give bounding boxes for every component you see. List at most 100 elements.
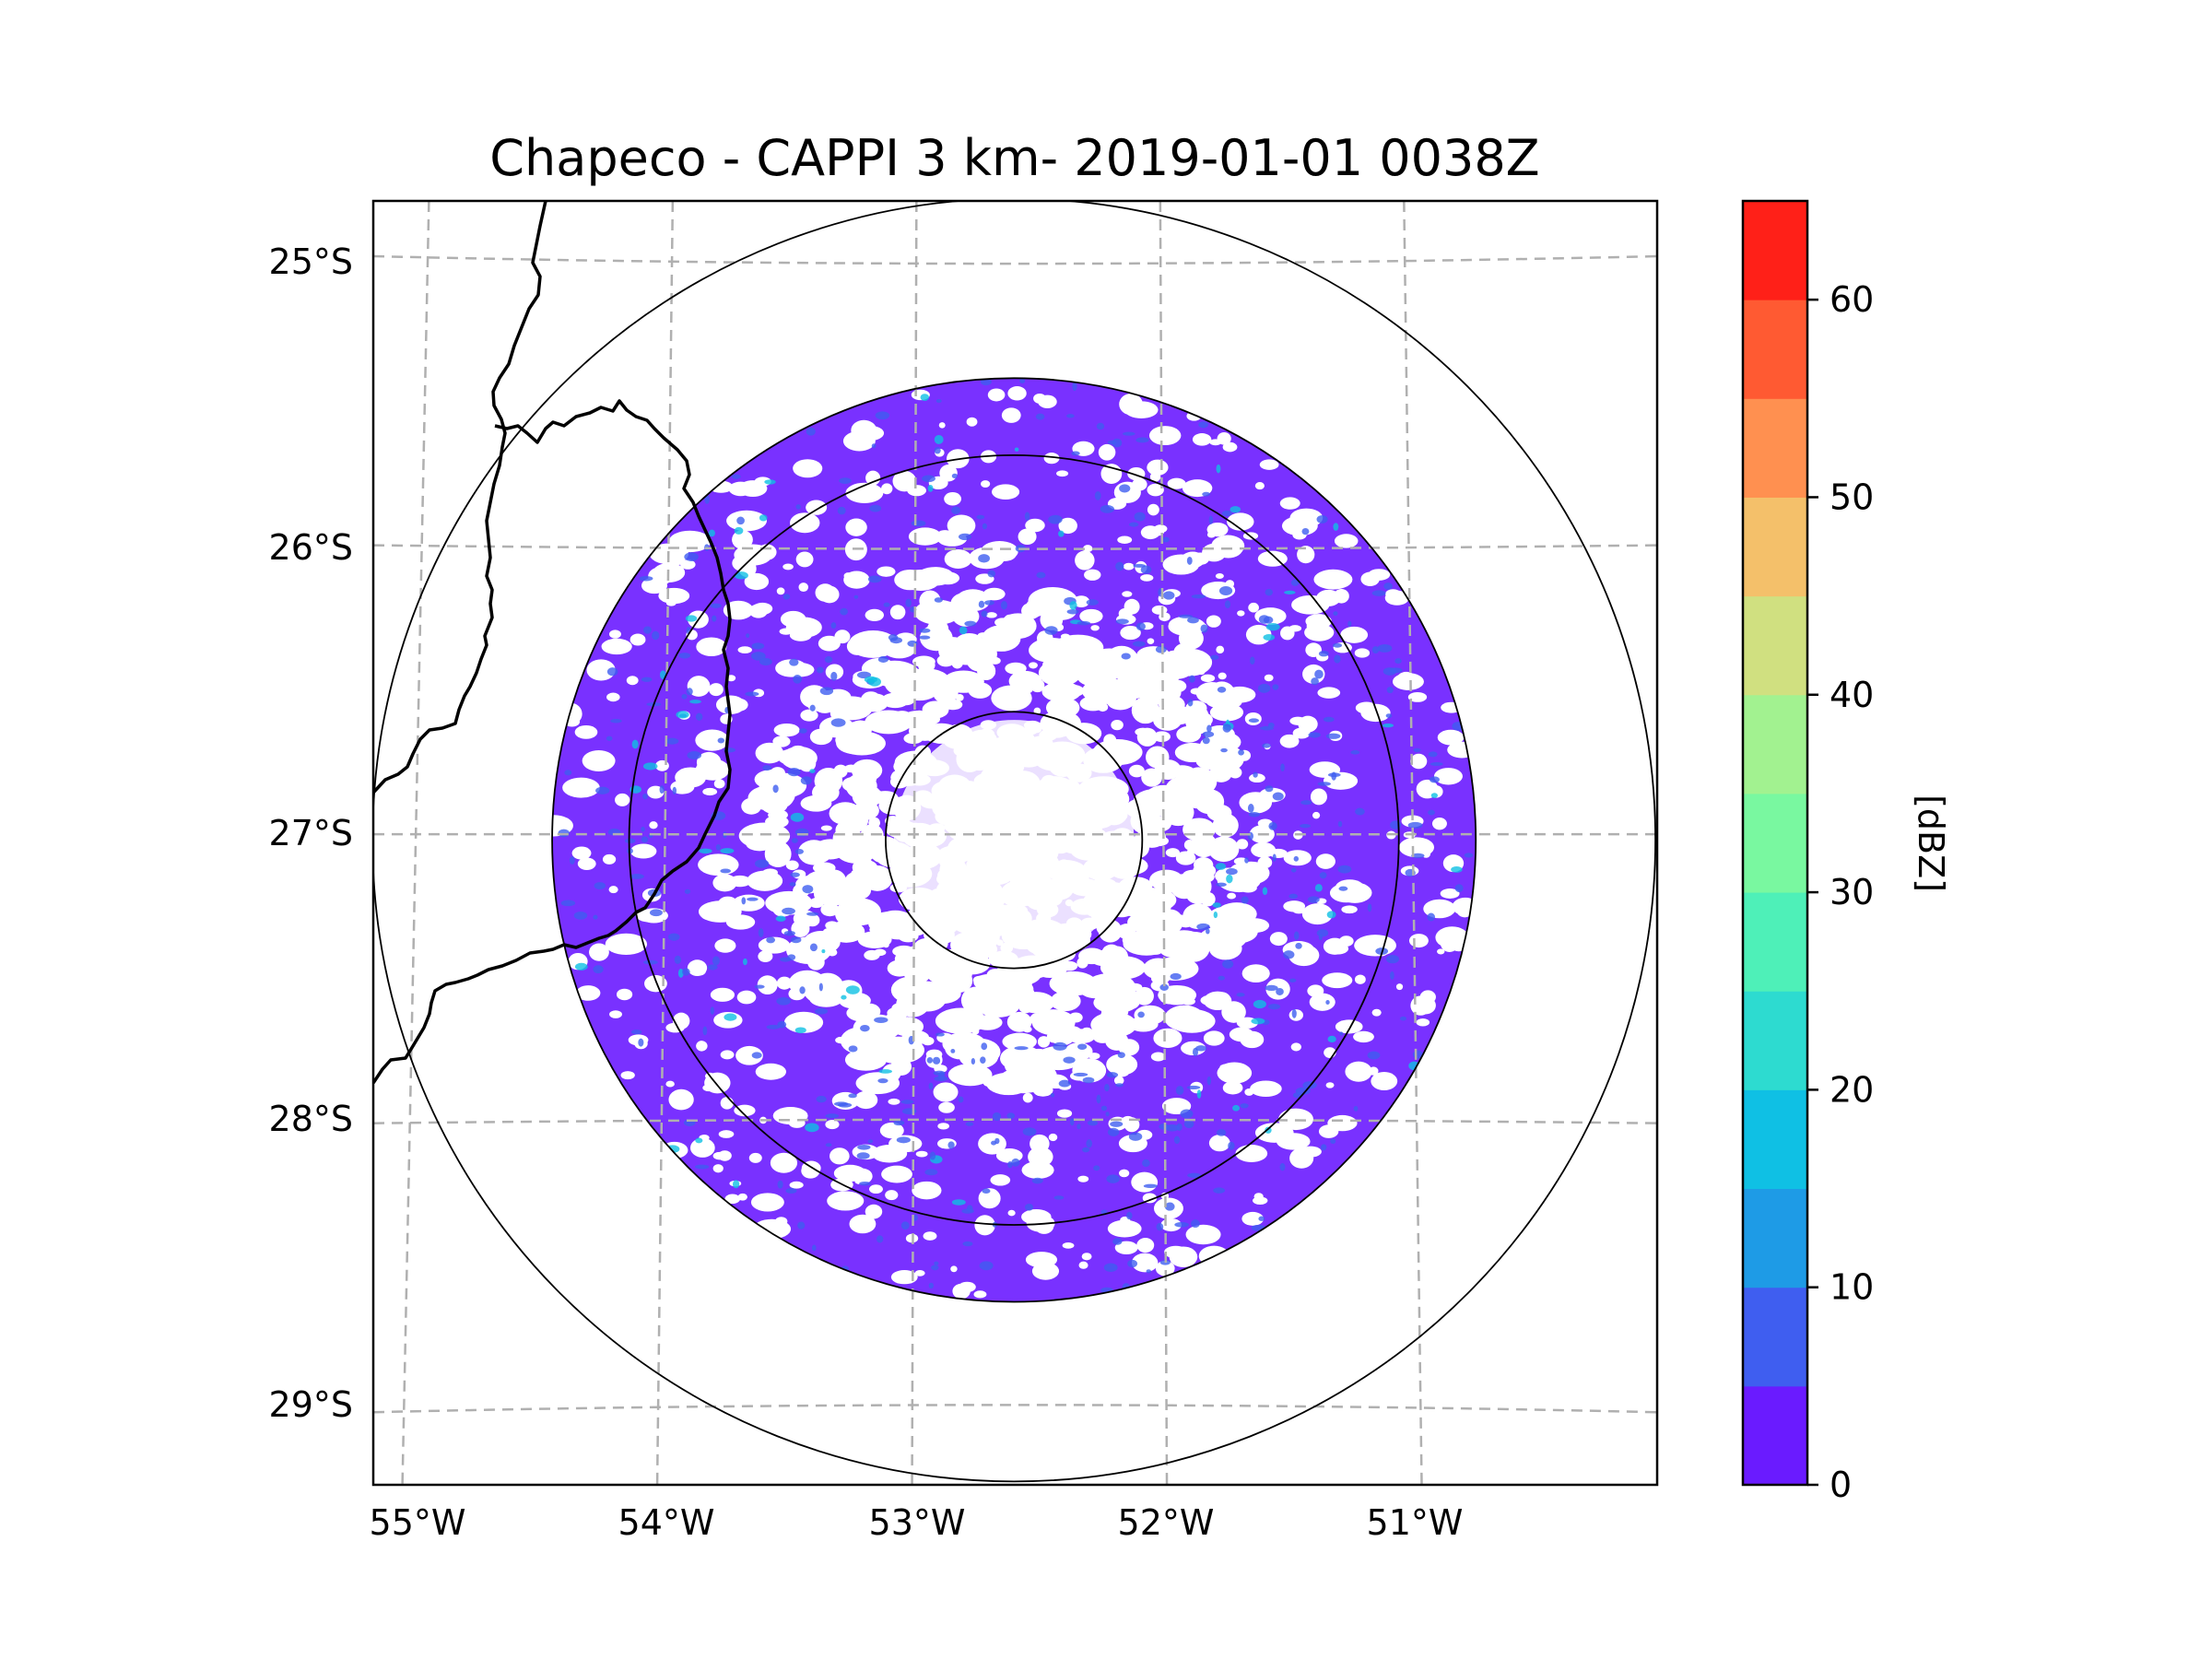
no-echo-gap	[1005, 662, 1027, 675]
no-echo-gap	[999, 613, 1037, 640]
echo-speckle	[746, 633, 750, 639]
no-echo-gap	[1080, 653, 1096, 665]
no-echo-gap	[1206, 615, 1221, 628]
no-echo-gap	[675, 767, 707, 788]
no-echo-gap	[820, 825, 832, 831]
no-echo-gap	[1241, 798, 1253, 806]
echo-speckle	[965, 1122, 974, 1126]
echo-speckle	[1314, 884, 1323, 892]
no-echo-gap	[577, 857, 596, 870]
meridian-gridline	[911, 201, 918, 1485]
echo-speckle	[1262, 743, 1271, 748]
no-echo-gap	[806, 500, 828, 515]
no-echo-gap	[735, 1045, 763, 1065]
echo-speckle	[1337, 865, 1352, 874]
no-echo-gap	[575, 985, 601, 1001]
echo-speckle	[1248, 718, 1260, 724]
no-echo-gap	[757, 544, 777, 560]
echo-speckle	[715, 843, 721, 851]
echo-speckle	[1258, 1216, 1265, 1221]
no-echo-gap	[737, 1193, 747, 1201]
echo-speckle	[1206, 928, 1210, 935]
echo-speckle	[919, 628, 931, 633]
no-echo-gap	[1407, 691, 1428, 702]
echo-speckle	[1371, 646, 1380, 653]
echo-speckle	[1036, 571, 1046, 579]
no-echo-gap	[1062, 972, 1088, 990]
no-echo-gap	[1309, 993, 1335, 1011]
no-echo-gap	[720, 1050, 735, 1060]
no-echo-gap	[849, 1214, 877, 1234]
echo-speckle	[1394, 658, 1402, 665]
no-echo-gap	[1159, 660, 1170, 666]
colorbar: 0 10 20 30 40 50 60 [dBZ]	[1741, 199, 1951, 1505]
parallel-gridline	[373, 544, 1657, 550]
echo-speckle	[1265, 785, 1274, 793]
echo-speckle	[702, 1026, 708, 1036]
echo-speckle	[759, 514, 768, 522]
echo-speckle	[1024, 1203, 1034, 1211]
no-echo-gap	[1025, 518, 1045, 533]
no-echo-gap	[736, 990, 757, 1005]
echo-speckle	[1142, 1159, 1150, 1168]
echo-speckle	[789, 882, 796, 887]
echo-speckle	[871, 443, 877, 449]
no-echo-gap	[1147, 940, 1164, 955]
echo-speckle	[741, 897, 747, 905]
no-echo-gap	[750, 1193, 784, 1212]
no-echo-gap	[1118, 1039, 1140, 1056]
echo-speckle	[830, 718, 846, 727]
no-echo-gap	[1021, 1209, 1052, 1225]
no-echo-gap	[773, 723, 800, 737]
no-echo-gap	[1059, 684, 1085, 698]
echo-speckle	[1000, 600, 1007, 610]
no-echo-gap	[1208, 836, 1240, 863]
no-echo-gap	[776, 976, 793, 990]
no-echo-gap	[1062, 1241, 1075, 1249]
no-echo-gap	[937, 1123, 949, 1130]
echo-speckle	[1006, 1112, 1016, 1119]
echo-speckle	[1187, 699, 1194, 707]
no-echo-gap	[774, 1217, 788, 1226]
no-echo-gap	[960, 986, 992, 1015]
echo-speckle	[720, 848, 735, 854]
no-echo-gap	[877, 566, 896, 577]
no-echo-gap	[1216, 645, 1225, 654]
echo-speckle	[1258, 615, 1270, 624]
no-echo-gap	[888, 1098, 900, 1105]
no-echo-gap	[726, 510, 768, 532]
no-echo-gap	[1088, 1071, 1097, 1077]
no-echo-gap	[1216, 902, 1257, 926]
colorbar-segment	[1743, 201, 1807, 300]
no-echo-gap	[704, 1072, 731, 1094]
near-range-clear	[893, 720, 1135, 960]
echo-speckle	[920, 394, 930, 401]
echo-speckle	[1140, 565, 1152, 574]
echo-speckle	[962, 1241, 973, 1247]
paraguay-border	[373, 399, 732, 1084]
echo-speckle	[1267, 1004, 1281, 1010]
echo-speckle	[1250, 656, 1255, 665]
echo-speckle	[845, 985, 860, 994]
echo-speckle	[1103, 1263, 1118, 1273]
echo-speckle	[1053, 1041, 1067, 1051]
no-echo-gap	[1053, 594, 1068, 606]
echo-speckle	[1107, 1127, 1120, 1136]
echo-speckle	[684, 888, 691, 894]
no-echo-gap	[955, 589, 991, 612]
echo-speckle	[1386, 687, 1394, 694]
no-echo-gap	[1122, 591, 1133, 597]
echo-speckle	[1100, 1105, 1108, 1112]
echo-speckle	[981, 610, 988, 618]
echo-speckle	[742, 958, 747, 966]
no-echo-gap	[1092, 739, 1143, 766]
echo-speckle	[1427, 912, 1436, 922]
echo-speckle	[1216, 882, 1227, 887]
colorbar-segment	[1743, 991, 1807, 1090]
echo-speckle	[720, 868, 732, 874]
echo-speckle	[809, 769, 816, 773]
echo-speckle	[1174, 1221, 1189, 1228]
echo-speckle	[649, 909, 663, 917]
echo-speckle	[1155, 645, 1167, 653]
no-echo-gap	[917, 657, 935, 673]
